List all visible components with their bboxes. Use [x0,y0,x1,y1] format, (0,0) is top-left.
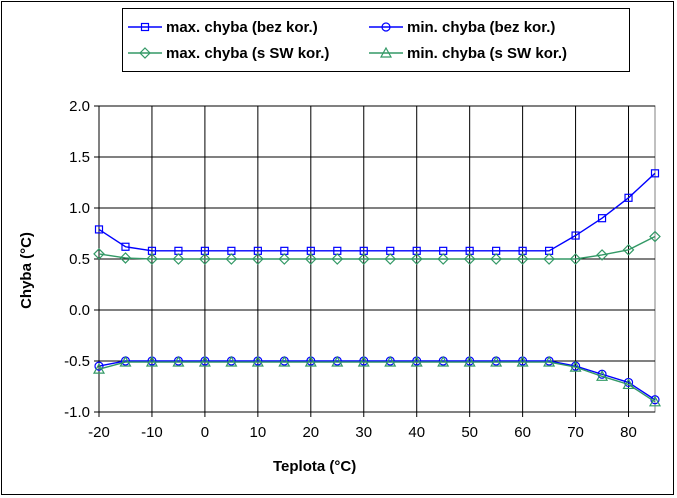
legend-label: min. chyba (s SW kor.) [407,44,568,62]
series-line [98,172,656,252]
data-point [119,355,132,367]
data-point [437,355,450,367]
legend-label: max. chyba (s SW kor.) [166,44,330,62]
data-point [490,253,502,265]
data-point [199,253,211,265]
data-point [516,355,529,367]
data-point [463,253,476,265]
series-line [98,235,656,260]
data-point [278,253,291,265]
legend-marker [139,47,151,59]
legend-marker-square-icon [128,22,162,32]
data-point [437,253,450,265]
series-2 [94,356,660,405]
data-point [596,249,608,261]
x-tick-label: 30 [355,424,372,441]
data-point [622,378,635,390]
data-point [357,253,370,265]
series-line [98,361,656,403]
y-tick-label: -0.5 [64,353,90,370]
data-point [331,253,344,265]
y-tick-label: 1.5 [69,149,90,166]
x-tick-label: 10 [250,424,267,441]
data-point [622,243,635,256]
data-point [357,355,370,367]
legend-entry-max-sw-kor: max. chyba (s SW kor.) [127,41,329,65]
x-tick-label: -20 [88,424,110,441]
legend-marker-triangle-icon [369,46,403,58]
y-tick-label: -1.0 [64,404,90,421]
y-tick-label: 0.0 [69,302,90,319]
legend-label: max. chyba (bez kor.) [166,18,318,36]
data-point [648,395,662,407]
data-point [94,225,104,234]
y-tick-label: 1.0 [69,200,90,217]
legend-entry-min-bez-kor: min. chyba (bez kor.) [368,15,555,39]
data-point [278,355,291,367]
data-point [463,355,476,367]
data-point [225,355,238,367]
data-point [490,355,503,367]
x-tick-label: -10 [141,424,163,441]
y-tick-label: 0.5 [69,251,90,268]
data-point [198,355,211,367]
legend-label: min. chyba (bez kor.) [407,18,556,36]
data-point [384,253,397,265]
data-point [569,253,582,265]
data-point [92,362,106,374]
data-point [146,253,158,265]
data-point [543,355,556,367]
legend-entry-max-bez-kor: max. chyba (bez kor.) [127,15,318,39]
legend-marker-diamond-icon [128,47,162,59]
data-point [410,355,423,367]
data-point [119,252,132,264]
data-point [145,355,158,367]
data-point [596,370,609,381]
x-tick-label: 0 [201,424,209,441]
legend: max. chyba (bez kor.) min. chyba (bez ko… [122,8,630,72]
data-point [543,253,555,265]
legend-marker [140,22,150,32]
data-point [569,360,582,372]
data-point [172,355,185,367]
data-point [650,169,660,178]
y-tick-label: 2.0 [69,98,90,115]
data-point [516,253,529,265]
data-point [225,253,238,265]
x-tick-label: 20 [302,424,319,441]
x-tick-label: 70 [567,424,584,441]
data-point [94,361,104,371]
data-point [331,355,344,367]
data-point [304,253,317,265]
x-tick-label: 80 [620,424,637,441]
data-point [304,355,317,367]
x-axis-title: Teplota (°C) [273,458,357,475]
x-tick-label: 50 [461,424,478,441]
x-tick-label: 40 [408,424,425,441]
data-point [410,253,423,265]
data-point [624,193,633,202]
data-point [121,242,130,251]
data-point [172,253,185,265]
data-point [571,231,580,240]
data-point [649,230,661,243]
series-4 [92,355,662,407]
legend-marker [379,46,393,58]
y-axis-title: Chyba (°C) [17,232,35,309]
data-point [384,355,397,367]
data-point [252,253,264,265]
series-3 [93,230,661,265]
legend-marker [381,22,391,32]
series-line [98,360,656,401]
legend-entry-min-sw-kor: min. chyba (s SW kor.) [368,41,567,65]
legend-marker-circle-icon [369,22,403,32]
x-tick-label: 60 [514,424,531,441]
data-point [93,248,105,260]
data-point [597,214,607,223]
series-1 [94,169,660,255]
data-point [251,355,264,367]
